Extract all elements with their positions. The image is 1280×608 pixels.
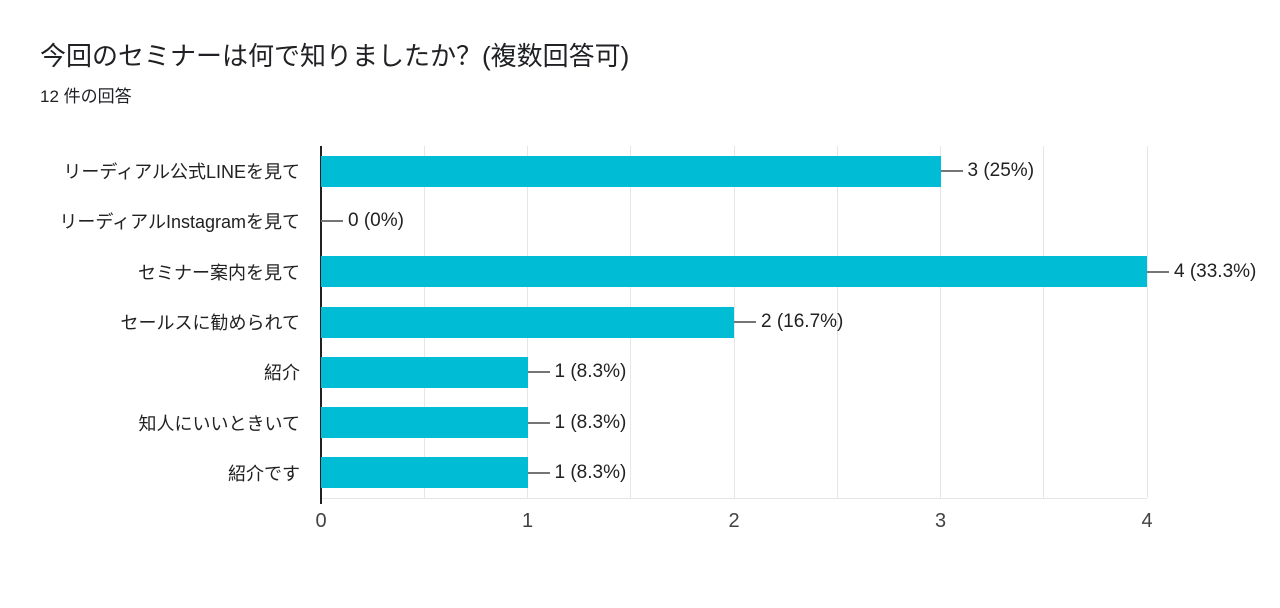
gridline xyxy=(836,146,838,498)
category-label: セミナー案内を見て xyxy=(138,262,300,283)
leader-line xyxy=(527,371,550,374)
leader-line xyxy=(940,170,963,173)
x-tick-label: 3 xyxy=(934,510,947,532)
x-axis-baseline xyxy=(321,498,1147,499)
value-label-group: 1 (8.3%) xyxy=(527,347,627,397)
bar xyxy=(321,306,734,338)
gridline xyxy=(1043,146,1045,498)
bar xyxy=(321,256,1147,288)
leader-line xyxy=(1147,270,1169,273)
x-tick-label: 4 xyxy=(1141,510,1153,532)
category-label: リーディアル公式LINEを見て xyxy=(63,162,300,183)
category-label: 紹介です xyxy=(228,463,300,484)
x-tick-label: 0 xyxy=(315,510,327,532)
question-title: 今回のセミナーは何で知りましたか？(複数回答可) xyxy=(40,41,630,71)
value-label: 2 (16.7%) xyxy=(761,310,844,332)
value-label: 3 (25%) xyxy=(967,160,1035,182)
bar xyxy=(321,356,528,388)
bar xyxy=(321,457,528,489)
response-count: 12 件の回答 xyxy=(40,87,132,106)
value-label-group: 1 (8.3%) xyxy=(527,397,627,447)
leader-line xyxy=(527,471,550,474)
value-label-group: 1 (8.3%) xyxy=(527,448,627,498)
value-label: 1 (8.3%) xyxy=(554,461,627,483)
bar xyxy=(321,155,941,187)
value-label: 4 (33.3%) xyxy=(1174,260,1257,282)
plot-area: 3 (25%) 0 (0%) 4 (33.3%) 2 (16.7%) 1 (8.3%) 1… xyxy=(320,146,1256,504)
gridline xyxy=(940,146,941,498)
value-label-group: 0 (0%) xyxy=(321,196,404,246)
gridline xyxy=(1146,146,1148,498)
leader-line xyxy=(734,320,756,323)
value-label: 1 (8.3%) xyxy=(554,361,627,383)
category-label: リーディアルInstagramを見て xyxy=(59,212,300,233)
bar xyxy=(321,407,528,439)
category-label: 知人にいいときいて xyxy=(138,413,300,434)
leader-line xyxy=(527,421,550,424)
value-label: 0 (0%) xyxy=(348,210,404,232)
value-label-group: 4 (33.3%) xyxy=(1147,247,1256,297)
x-tick-label: 1 xyxy=(521,510,534,532)
value-label-group: 2 (16.7%) xyxy=(734,297,843,347)
category-label: セールスに勧められて xyxy=(120,312,300,333)
value-label: 1 (8.3%) xyxy=(554,411,627,433)
x-tick-label: 2 xyxy=(728,510,740,532)
leader-line xyxy=(321,220,343,223)
value-label-group: 3 (25%) xyxy=(940,146,1035,196)
category-label: 紹介 xyxy=(264,363,300,384)
